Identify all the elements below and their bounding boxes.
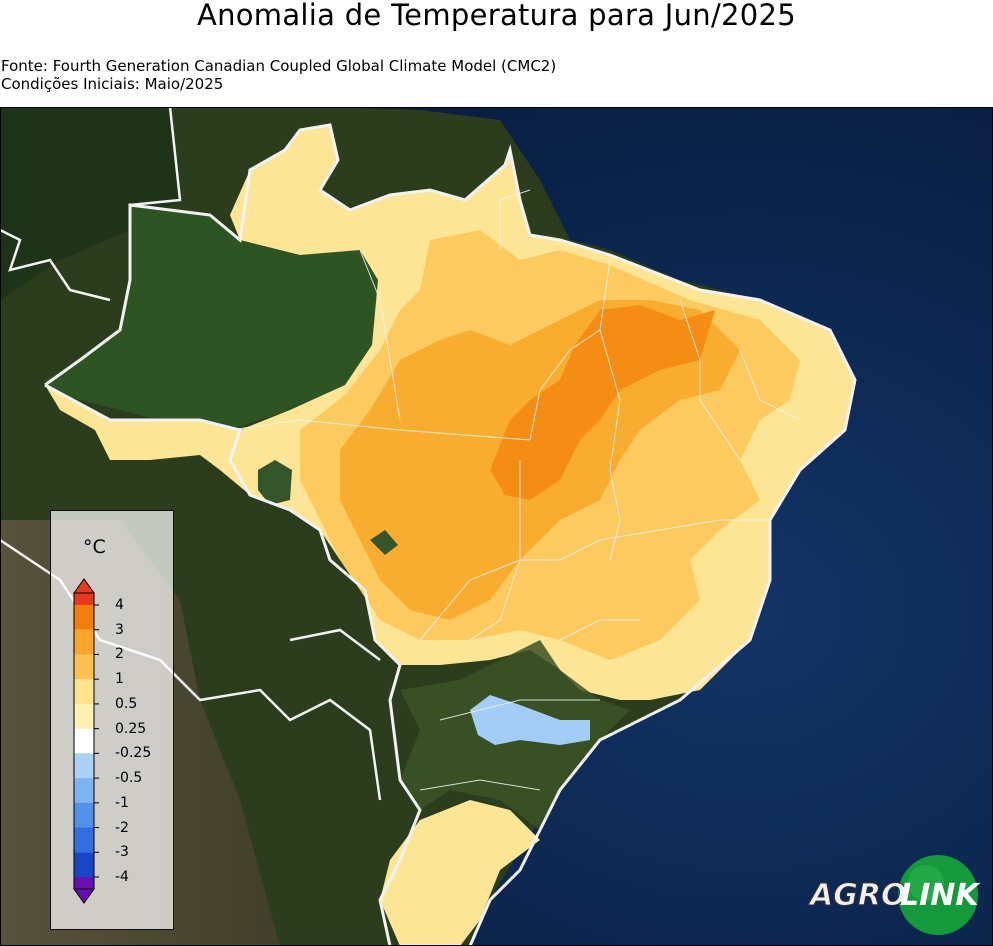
neighbor-border-4 xyxy=(289,628,381,661)
legend-tick-label: -0.25 xyxy=(115,745,152,762)
anomaly-south-blue xyxy=(470,695,590,745)
initial-conditions: Condições Iniciais: Maio/2025 xyxy=(1,75,224,93)
legend-unit: °C xyxy=(83,536,106,558)
colorbar-segment xyxy=(74,728,94,754)
colorbar-segments xyxy=(73,592,95,890)
legend-tick-label: -2 xyxy=(115,819,129,836)
colorbar-segment xyxy=(74,654,94,680)
legend-tick-label: 1 xyxy=(115,671,124,688)
legend-tick-label: -0.5 xyxy=(115,770,143,787)
forest-hole-2 xyxy=(370,530,398,555)
map-header: Anomalia de Temperatura para Jun/2025 Fo… xyxy=(0,0,993,107)
forest-hole-1 xyxy=(258,460,292,505)
colorbar-ticks xyxy=(94,604,99,878)
logo-text-agro: AGRO xyxy=(808,878,906,913)
neighbor-border-2 xyxy=(129,107,182,207)
western-border xyxy=(44,383,422,946)
neighbor-border-1 xyxy=(0,228,111,302)
colorbar-bottom-arrow xyxy=(73,888,95,904)
legend-tick-label: 0.5 xyxy=(115,695,138,712)
anomaly-2 xyxy=(490,305,715,500)
colorbar-segment xyxy=(74,605,94,630)
colorbar-segment xyxy=(74,679,94,704)
data-source: Fonte: Fourth Generation Canadian Couple… xyxy=(1,57,557,75)
colorbar-segment xyxy=(74,629,94,655)
legend-tick-label: 0.25 xyxy=(115,720,147,737)
colorbar-segment xyxy=(74,703,94,729)
colorbar xyxy=(73,578,99,904)
colorbar-segment xyxy=(74,827,94,853)
colorbar-segment xyxy=(74,778,94,803)
anomaly-south-0-25 xyxy=(380,800,540,946)
colorbar-top-arrow xyxy=(73,578,95,594)
colorbar-segment xyxy=(74,753,94,779)
legend-tick-label: 4 xyxy=(115,597,124,613)
state-borders xyxy=(229,189,801,791)
logo-text-link: LINK xyxy=(900,878,981,913)
legend-tick-label: 3 xyxy=(115,621,124,638)
agrolink-logo: AGRO LINK xyxy=(808,855,981,935)
legend-tick-label: -4 xyxy=(115,869,129,885)
logo-green-circle xyxy=(898,855,978,935)
colorbar-segment xyxy=(74,593,94,605)
color-legend: °C 4 3 2 1 0.5 0.25 -0.25 -0.5 -1 -2 -3 -4 xyxy=(50,510,174,930)
colorbar-segment xyxy=(74,877,94,889)
northwest-land xyxy=(0,107,180,300)
map-title: Anomalia de Temperatura para Jun/2025 xyxy=(196,0,797,32)
legend-tick-label: -1 xyxy=(115,794,129,811)
brazil-border xyxy=(44,123,857,946)
colorbar-segment xyxy=(74,802,94,828)
colorbar-segment xyxy=(74,852,94,877)
amazon-forest xyxy=(45,205,378,430)
legend-tick-label: 2 xyxy=(115,646,124,663)
legend-tick-label: -3 xyxy=(115,844,129,861)
